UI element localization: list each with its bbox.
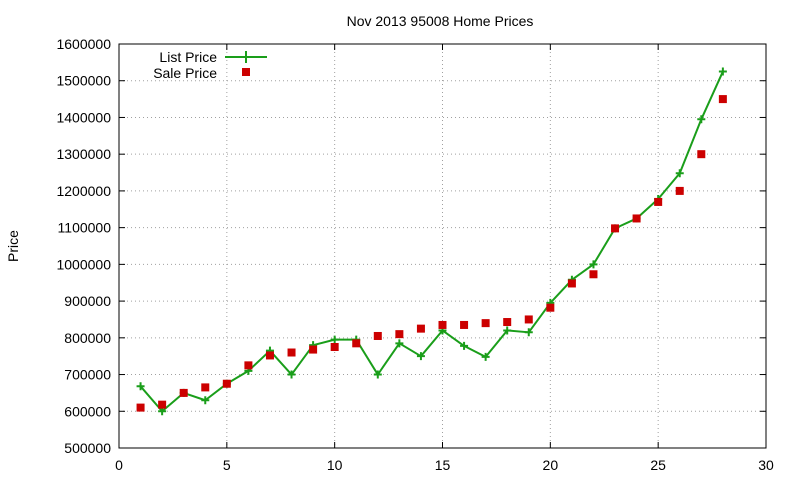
sale-price-point — [438, 320, 447, 329]
list-price-point — [416, 352, 425, 361]
grid-lines — [119, 44, 766, 448]
y-tick-label: 600000 — [64, 403, 111, 419]
y-tick-label: 1500000 — [56, 73, 111, 89]
sale-price-point — [654, 197, 663, 206]
sale-price-point — [611, 224, 620, 233]
x-tick-label: 25 — [650, 457, 666, 473]
sale-price-point — [201, 383, 210, 392]
y-tick-label: 1300000 — [56, 146, 111, 162]
legend-marker-list-price — [240, 51, 252, 63]
sale-price-point — [675, 186, 684, 195]
y-tick-label: 1200000 — [56, 183, 111, 199]
list-price-line — [139, 71, 724, 413]
x-tick-label: 0 — [115, 457, 123, 473]
list-price-point — [136, 382, 145, 391]
sale-price-point — [352, 339, 361, 348]
sale-price-point — [567, 279, 576, 288]
sale-price-point — [395, 330, 404, 339]
list-price-point — [287, 370, 296, 379]
x-tick-label: 10 — [327, 457, 343, 473]
list-price-point — [481, 352, 490, 361]
x-tick-label: 30 — [758, 457, 774, 473]
legend-label-sale-price: Sale Price — [153, 65, 217, 81]
sale-price-point — [287, 348, 296, 357]
y-tick-label: 500000 — [64, 440, 111, 456]
sale-price-point — [309, 345, 318, 354]
x-tick-label: 5 — [223, 457, 231, 473]
legend: List Price Sale Price — [153, 49, 267, 81]
sale-price-point — [136, 403, 145, 412]
series-group — [136, 67, 727, 416]
sale-price-point — [697, 150, 706, 159]
list-price-point — [589, 260, 598, 269]
legend-label-list-price: List Price — [159, 49, 217, 65]
y-tick-label: 1400000 — [56, 109, 111, 125]
sale-price-point — [589, 270, 598, 279]
list-price-point — [395, 339, 404, 348]
y-tick-label: 1100000 — [58, 220, 112, 236]
sale-price-point — [179, 388, 188, 397]
sale-price-point — [158, 400, 167, 409]
sale-price-point — [222, 379, 231, 388]
y-axis-label: Price — [5, 230, 21, 262]
sale-price-point — [718, 95, 727, 104]
list-price-point — [330, 335, 339, 344]
y-tick-label: 1000000 — [56, 256, 111, 272]
list-price-point — [201, 396, 210, 405]
list-price-point — [460, 341, 469, 350]
sale-price-point — [546, 303, 555, 312]
list-price-point — [697, 115, 706, 124]
chart-title: Nov 2013 95008 Home Prices — [347, 13, 534, 29]
sale-price-point — [265, 351, 274, 360]
y-tick-label: 700000 — [64, 367, 111, 383]
sale-price-point — [460, 320, 469, 329]
legend-marker-sale-price — [242, 68, 250, 76]
x-tick-label: 15 — [435, 457, 451, 473]
list-price-point — [524, 328, 533, 337]
list-price-point — [503, 326, 512, 335]
sale-price-point — [330, 343, 339, 351]
sale-price-point — [416, 324, 425, 333]
sale-price-point — [632, 214, 641, 223]
list-price-point — [718, 67, 727, 76]
legend-background — [140, 45, 272, 83]
y-tick-label: 800000 — [64, 330, 111, 346]
sale-price-point — [503, 318, 512, 327]
sale-price-point — [524, 315, 533, 324]
axis-ticks: 0 5 10 15 20 25 30 500000 600000 700000 800000 9000… — [56, 36, 774, 473]
y-tick-label: 1600000 — [56, 36, 111, 52]
y-tick-label: 900000 — [64, 293, 111, 309]
list-price-point — [373, 370, 382, 379]
x-tick-label: 20 — [543, 457, 559, 473]
sale-price-point — [373, 331, 382, 340]
sale-price-point — [481, 319, 490, 328]
list-price-point — [675, 169, 684, 178]
sale-price-point — [244, 361, 253, 370]
